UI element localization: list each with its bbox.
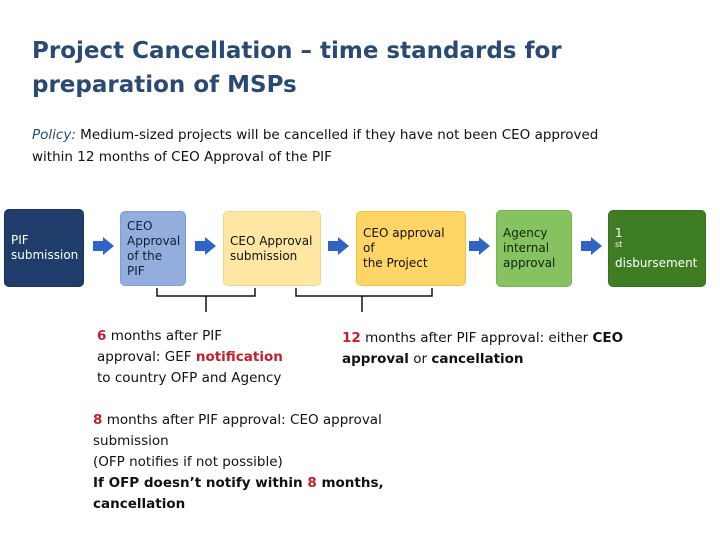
note-eight-text-1: months after PIF approval: CEO approval [102, 412, 382, 428]
arrow-right-icon [469, 237, 490, 255]
note-eight-line-2: submission [93, 433, 169, 449]
step-4-line-2: the Project [363, 256, 428, 270]
page-title: Project Cancellation – time standards fo… [32, 34, 672, 102]
note-eight-text-4a: If OFP doesn’t notify within [93, 475, 308, 491]
note-twelve-number: 12 [342, 330, 361, 346]
arrow-right-icon [195, 237, 216, 255]
step-2-line-3: of the [127, 248, 163, 263]
step-4-line-1: CEO approval of [363, 226, 445, 255]
note-six-months: 6 months after PIF approval: GEF notific… [97, 326, 317, 389]
step-6-number: 1 [615, 226, 623, 240]
note-six-line-1: 6 months after PIF [97, 326, 317, 347]
bracket-six-months [156, 288, 256, 312]
title-line-2: preparation of MSPs [32, 72, 297, 98]
note-eight-line-3: (OFP notifies if not possible) [93, 454, 283, 470]
policy-text-1: Medium-sized projects will be cancelled … [75, 127, 599, 143]
note-eight-text-4b: months, [316, 475, 384, 491]
step-2-line-2: Approval [127, 233, 181, 248]
step-3-line-2: submission [230, 248, 298, 263]
note-eight-line-1: 8 months after PIF approval: CEO approva… [93, 410, 433, 431]
note-eight-number-2: 8 [307, 475, 317, 491]
note-six-line-2: approval: GEF notification [97, 347, 317, 368]
step-pif-submission: PIF submission [4, 209, 84, 287]
note-twelve-line-2: approval or cancellation [342, 349, 672, 370]
step-1-line-1: PIF [11, 233, 29, 247]
note-twelve-bold-2: approval [342, 351, 409, 367]
note-twelve-months: 12 months after PIF approval: either CEO… [342, 328, 672, 370]
policy-line-1: Policy: Medium-sized projects will be ca… [32, 124, 692, 146]
step-2-line-4: PIF [127, 263, 145, 278]
arrow-right-icon [328, 237, 349, 255]
note-six-text-2: approval: GEF [97, 349, 196, 365]
note-twelve-bold-1: CEO [592, 330, 624, 346]
note-twelve-bold-3: cancellation [431, 351, 524, 367]
note-six-number: 6 [97, 328, 107, 344]
step-5-line-2: internal [503, 241, 550, 255]
note-six-highlight: notification [195, 349, 283, 365]
policy-label: Policy: [32, 127, 76, 143]
step-6-superscript: st [615, 240, 623, 249]
step-5-line-1: Agency [503, 226, 548, 240]
title-line-1: Project Cancellation – time standards fo… [32, 38, 562, 64]
arrow-right-icon [581, 237, 602, 255]
note-eight-line-4: If OFP doesn’t notify within 8 months, [93, 473, 433, 494]
note-twelve-text-2: or [408, 351, 432, 367]
step-ceo-approval-submission: CEO Approval submission [223, 211, 321, 286]
step-6-line-2: disbursement [615, 256, 698, 270]
step-5-line-3: approval [503, 256, 556, 270]
arrow-right-icon [93, 237, 114, 255]
note-twelve-text-1: months after PIF approval: either [360, 330, 593, 346]
step-1-line-2: submission [11, 248, 79, 262]
step-3-line-1: CEO Approval [230, 233, 313, 248]
bracket-twelve-months [295, 288, 433, 312]
note-six-text-1: months after PIF [106, 328, 222, 344]
step-ceo-approval-project: CEO approval of the Project [356, 211, 466, 286]
policy-line-2: within 12 months of CEO Approval of the … [32, 149, 332, 165]
note-twelve-line-1: 12 months after PIF approval: either CEO [342, 328, 672, 349]
step-agency-internal-approval: Agency internal approval [496, 210, 572, 287]
step-2-line-1: CEO [127, 218, 153, 233]
policy-statement: Policy: Medium-sized projects will be ca… [32, 124, 692, 168]
note-six-line-3: to country OFP and Agency [97, 370, 282, 386]
step-ceo-approval-pif: CEO Approval of the PIF [120, 211, 186, 286]
note-eight-number: 8 [93, 412, 103, 428]
note-eight-line-5: cancellation [93, 496, 186, 512]
note-eight-months: 8 months after PIF approval: CEO approva… [93, 410, 433, 515]
